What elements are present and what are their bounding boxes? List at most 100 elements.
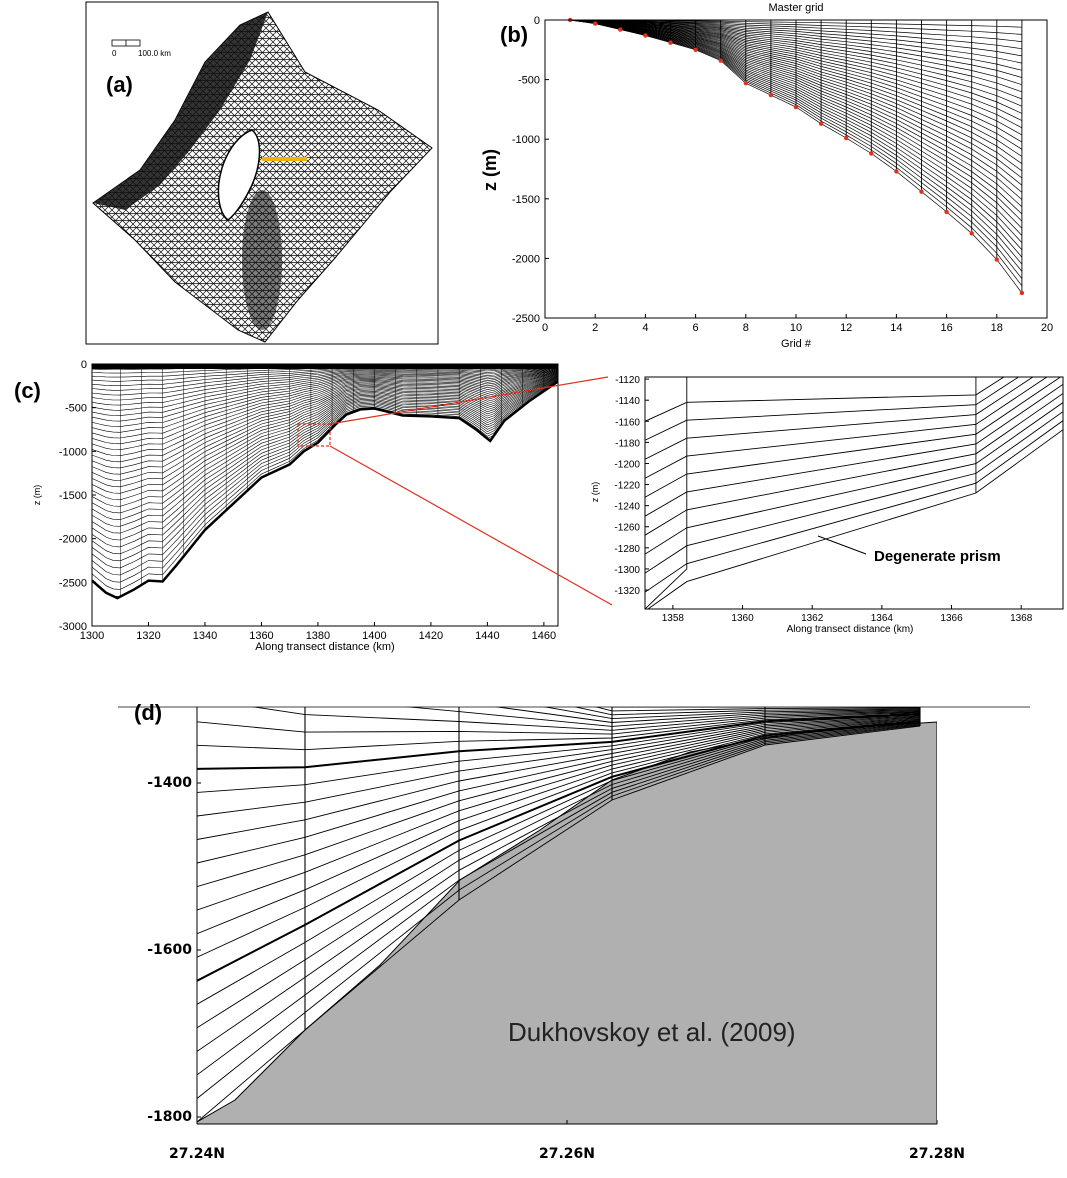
- zoom-connector-top: [329, 376, 609, 425]
- panel-c-zoom-y-tick-label: -1220: [614, 481, 640, 492]
- panel-c-zoom-x-tick-label: 1358: [662, 613, 685, 624]
- master-grid-point: [593, 21, 598, 26]
- master-grid-point: [1019, 290, 1025, 296]
- panel-c-x-tick-label: 1440: [475, 630, 499, 642]
- panel-b-xticks: 0 2 4 6 8 10 12 14 16 18 20: [542, 314, 1053, 334]
- panel-d-y-tick-label: -1400: [147, 775, 192, 791]
- panel-c-y-tick-label: 0: [81, 359, 87, 371]
- zoom-layer: [645, 377, 1048, 479]
- panel-d-layer: [573, 707, 921, 716]
- panel-c-zoom-ylabel: z (m): [590, 482, 600, 503]
- panel-c-zoom-x-tick-label: 1366: [940, 613, 963, 624]
- zoom-connector-bottom: [329, 445, 613, 606]
- panel-b-letter: (b): [500, 22, 528, 47]
- panel-c-x-tick-label: 1420: [419, 630, 443, 642]
- master-grid-point: [618, 27, 623, 32]
- master-grid-point: [894, 169, 899, 174]
- panel-c-zoom-y-tick-label: -1300: [614, 565, 640, 576]
- zoom-layer: [645, 377, 1005, 422]
- panel-d-x-tick-label: 27.26N: [539, 1146, 595, 1162]
- panel-b-x-tick-label: 0: [542, 322, 548, 334]
- island-taiwan: [217, 129, 261, 221]
- transect-verticals: [119, 364, 545, 597]
- panel-c-y-tick-label: -3000: [59, 621, 87, 633]
- panel-b-yticks: 0 -500 -1000 -1500 -2000 -2500: [512, 15, 549, 325]
- panel-d-layer: [197, 712, 921, 751]
- zoom-layer: [645, 384, 1063, 517]
- panel-d-layer: [197, 717, 921, 888]
- panel-d-x-tick-label: 27.24N: [169, 1146, 225, 1162]
- panel-c-y-tick-label: -500: [65, 403, 87, 415]
- panel-d-layer: [197, 722, 921, 1029]
- panel-d-y-tick-label: -1600: [147, 942, 192, 958]
- panel-b-x-tick-label: 10: [790, 322, 802, 334]
- panel-c-zoom-y-tick-label: -1320: [614, 586, 640, 597]
- transect-layer: [92, 378, 558, 555]
- panel-c-zoom-x-tick-label: 1362: [801, 613, 824, 624]
- panel-d-yticks: -1400 -1600 -1800: [147, 775, 201, 1125]
- panel-d-x-tick-label: 27.28N: [909, 1146, 965, 1162]
- panel-d-layer: [197, 720, 921, 982]
- panel-c-zoom-xticks: 1358 1360 1362 1364 1366 1368: [662, 605, 1033, 624]
- panel-d-layer: [405, 707, 921, 727]
- panel-c-zoom-y-tick-label: -1200: [614, 459, 640, 470]
- master-grid-point: [994, 257, 999, 262]
- panel-d-layer: [197, 723, 921, 1052]
- zoom-layer: [647, 429, 1063, 609]
- panel-d-citation: Dukhovskoy et al. (2009): [508, 1017, 796, 1047]
- panel-c-zoom-y-tick-label: -1280: [614, 544, 640, 555]
- panel-b: (b) Master grid 0 2 4 6 8 10 12 14 16 18 20 0 -500 -…: [480, 2, 1053, 350]
- master-grid-point: [944, 209, 949, 215]
- panel-d-layer: [251, 707, 921, 731]
- master-grid-point: [818, 121, 824, 126]
- panel-d-layer: [594, 707, 921, 712]
- panel-d-layer: [197, 718, 921, 911]
- panel-b-x-tick-label: 8: [743, 322, 749, 334]
- panel-d-xticks: 27.24N 27.26N 27.28N: [169, 1120, 965, 1162]
- panel-b-ylabel: z (m): [480, 149, 500, 191]
- master-grid-point: [793, 104, 799, 110]
- zoom-layer: [645, 420, 1063, 593]
- panel-a: 0 100.0 km (a): [85, 1, 439, 345]
- panel-d: (d) -1400 -1600 -1800 27.24N 27.26N 27.28N D…: [118, 700, 1030, 1162]
- zoom-layer: [645, 377, 1034, 460]
- panel-b-y-tick-label: -2500: [512, 313, 540, 325]
- zoom-column-left: [645, 377, 688, 609]
- panel-c-zoom: 1358 1360 1362 1364 1366 1368 -1120 -1140 -1160…: [590, 375, 1064, 635]
- panel-b-x-tick-label: 18: [991, 322, 1003, 334]
- panel-d-layer: [197, 720, 921, 958]
- degenerate-prism-pointer: [817, 535, 867, 555]
- zoom-layers: [645, 377, 1063, 609]
- panel-c-xticks: 1300 1320 1340 1360 1380 1400 1420 1440 1460: [80, 622, 556, 642]
- master-grid-point: [668, 40, 673, 45]
- panel-b-x-tick-label: 12: [840, 322, 852, 334]
- panel-d-layer: [197, 725, 921, 1123]
- panel-d-layer: [197, 716, 921, 864]
- panel-d-layer: [197, 724, 921, 1099]
- master-grid-point: [718, 58, 723, 63]
- master-grid-point: [869, 151, 874, 156]
- transect-seabed: [92, 380, 558, 600]
- panel-c-x-tick-label: 1320: [136, 630, 160, 642]
- panel-d-layers: [197, 707, 937, 1124]
- zoom-layer: [645, 377, 1020, 441]
- panel-c-zoom-x-tick-label: 1364: [871, 613, 894, 624]
- panel-c-ylabel: z (m): [32, 485, 42, 506]
- panel-d-layer: [197, 723, 921, 1076]
- transect-layers: [92, 364, 558, 597]
- panel-c-x-tick-label: 1300: [80, 630, 104, 642]
- panel-c-zoom-axes-frame: [644, 376, 1064, 610]
- mesh-dense-coast: [93, 12, 268, 210]
- panel-b-x-tick-label: 14: [890, 322, 902, 334]
- scale-distance: 100.0 km: [138, 49, 171, 58]
- panel-b-y-tick-label: 0: [534, 15, 540, 27]
- panel-c-zoom-x-tick-label: 1368: [1010, 613, 1033, 624]
- master-grid-point: [693, 47, 698, 52]
- master-grid-point: [768, 92, 774, 98]
- zoom-region-box: [297, 423, 331, 447]
- panel-c-letter: (c): [14, 378, 41, 403]
- master-grid-point: [969, 231, 974, 236]
- transect-layer: [92, 380, 558, 583]
- panel-c-zoom-x-tick-label: 1360: [731, 613, 754, 624]
